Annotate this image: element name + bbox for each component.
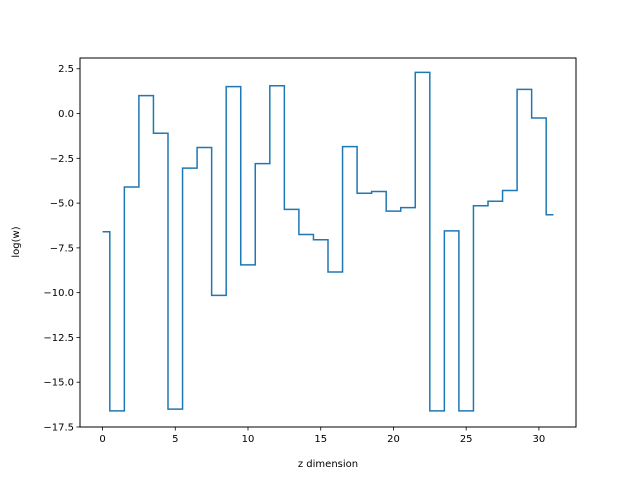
- y-tick-label: −12.5: [43, 333, 74, 344]
- y-tick-label: −7.5: [50, 243, 74, 254]
- x-tick-label: 5: [172, 434, 178, 445]
- y-tick-label: −5.0: [50, 199, 74, 210]
- x-tick-label: 0: [99, 434, 105, 445]
- y-tick-label: 0.0: [58, 109, 74, 120]
- axis-ticks: 0 5 10 15 20 25 30 2.5 0.0 −2.5 −5.0 −7.5 −10.0 −12.5…: [43, 64, 545, 445]
- y-tick-label: −2.5: [50, 154, 74, 165]
- x-tick-label: 25: [460, 434, 473, 445]
- series-line: [102, 71, 554, 412]
- x-tick-label: 30: [533, 434, 546, 445]
- plot-area: [102, 71, 554, 412]
- y-tick-label: 2.5: [58, 64, 74, 75]
- y-tick-label: −17.5: [43, 423, 74, 434]
- x-tick-label: 20: [387, 434, 400, 445]
- axes-frame: [79, 57, 577, 428]
- x-axis-label: z dimension: [298, 459, 358, 470]
- x-tick-label: 15: [314, 434, 327, 445]
- y-tick-label: −10.0: [43, 288, 74, 299]
- y-tick-label: −15.0: [43, 378, 74, 389]
- y-axis-label: log(w): [11, 226, 22, 257]
- x-tick-label: 10: [242, 434, 255, 445]
